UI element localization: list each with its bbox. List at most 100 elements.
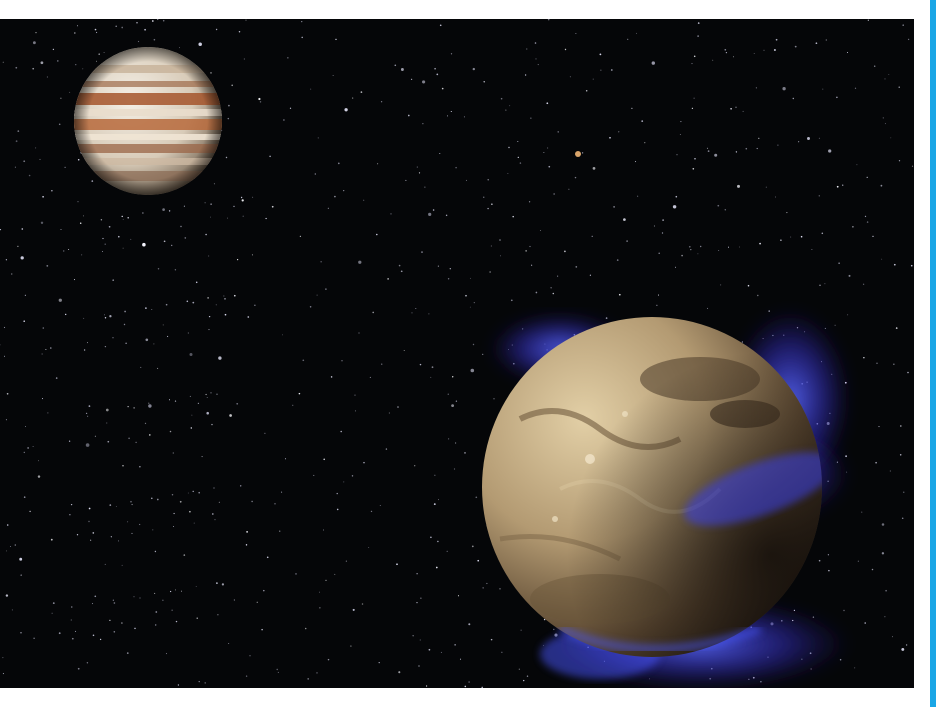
star [79, 222, 82, 224]
star [742, 110, 744, 112]
star [157, 268, 160, 270]
star [889, 470, 891, 472]
star [9, 546, 11, 547]
star [29, 510, 31, 513]
star [363, 199, 365, 201]
star [539, 229, 541, 231]
distant-moon [575, 151, 581, 157]
star [332, 75, 334, 77]
star [525, 250, 527, 252]
star [725, 51, 728, 54]
star [58, 632, 61, 635]
star [818, 559, 821, 562]
space-scene [0, 19, 914, 688]
star [724, 209, 727, 211]
star [109, 315, 112, 318]
star [113, 602, 116, 604]
star [500, 97, 503, 100]
star [605, 317, 608, 319]
star [68, 248, 70, 251]
star [112, 337, 114, 339]
star [727, 246, 730, 248]
star [610, 69, 613, 71]
star [828, 149, 832, 153]
star [414, 465, 416, 467]
star [690, 249, 692, 251]
star [52, 602, 55, 604]
star [718, 249, 720, 251]
star [535, 58, 537, 60]
star [483, 81, 485, 83]
star [907, 371, 909, 374]
star [885, 589, 887, 592]
star [0, 344, 1, 346]
star [269, 155, 271, 158]
star [94, 595, 97, 598]
star [101, 251, 103, 252]
star [707, 150, 710, 152]
star [71, 606, 73, 608]
star [196, 617, 198, 619]
star [589, 274, 592, 276]
star [47, 412, 49, 414]
star [471, 545, 474, 548]
star [543, 618, 546, 621]
star [314, 173, 316, 175]
star [216, 393, 218, 395]
star [151, 20, 154, 22]
star [616, 259, 619, 261]
star [201, 456, 203, 458]
star [100, 219, 103, 221]
star [122, 218, 124, 220]
star [77, 159, 80, 161]
star [171, 494, 174, 496]
star [674, 266, 677, 268]
star [292, 404, 294, 406]
star [739, 246, 740, 248]
star [411, 312, 413, 314]
star [131, 532, 133, 534]
star [69, 91, 71, 93]
star [58, 298, 62, 302]
star [213, 487, 215, 489]
star [450, 110, 452, 113]
star [376, 233, 378, 236]
star [145, 338, 149, 342]
star [179, 47, 180, 49]
star [139, 466, 141, 468]
star [104, 345, 107, 348]
star [343, 190, 345, 192]
star [173, 512, 175, 515]
star [866, 221, 869, 223]
star [195, 281, 198, 284]
star [189, 395, 191, 397]
star-field [0, 19, 914, 688]
star [481, 686, 483, 688]
star [231, 84, 233, 87]
star [151, 308, 153, 310]
accent-bar [930, 0, 936, 707]
star [136, 22, 138, 24]
star [139, 597, 141, 599]
star [529, 245, 531, 248]
star [23, 320, 25, 322]
star [352, 97, 354, 99]
star [336, 508, 339, 511]
star [271, 205, 274, 208]
star [447, 393, 449, 395]
star [211, 513, 214, 515]
star [463, 116, 465, 118]
star [162, 208, 165, 211]
star [233, 599, 235, 601]
star [790, 236, 792, 238]
star [83, 317, 85, 319]
star [24, 425, 27, 428]
star [92, 532, 95, 534]
star [171, 609, 173, 611]
star [410, 78, 413, 80]
star [482, 587, 484, 589]
star [94, 435, 96, 437]
star [33, 637, 35, 639]
star [109, 504, 112, 506]
star [261, 628, 263, 631]
